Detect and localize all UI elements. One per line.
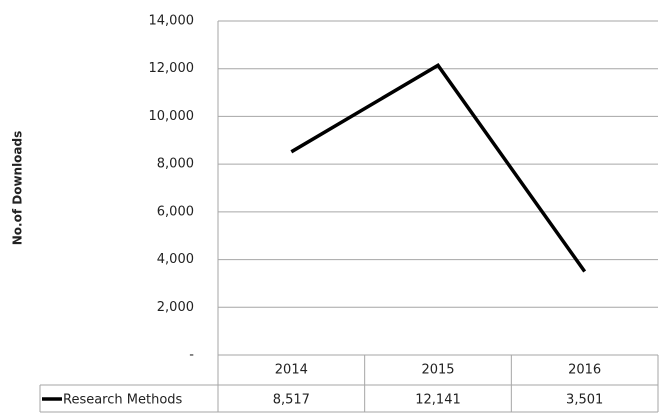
x-tick-label: 2014	[275, 363, 308, 378]
legend-label: Research Methods	[63, 393, 183, 408]
y-tick-label: 6,000	[157, 204, 194, 219]
y-tick-label: -	[189, 348, 194, 363]
x-tick-label: 2016	[568, 363, 601, 378]
y-axis-label: No.of Downloads	[11, 131, 25, 246]
y-tick-label: 2,000	[157, 300, 194, 315]
y-tick-label: 12,000	[149, 61, 195, 76]
y-tick-label: 10,000	[149, 109, 195, 124]
table-value: 8,517	[273, 393, 310, 408]
table-value: 12,141	[415, 393, 461, 408]
y-tick-label: 14,000	[149, 14, 195, 29]
table-value: 3,501	[566, 393, 603, 408]
x-tick-label: 2015	[421, 363, 454, 378]
y-tick-label: 8,000	[157, 157, 194, 172]
y-tick-label: 4,000	[157, 252, 194, 267]
series-line	[290, 63, 587, 273]
